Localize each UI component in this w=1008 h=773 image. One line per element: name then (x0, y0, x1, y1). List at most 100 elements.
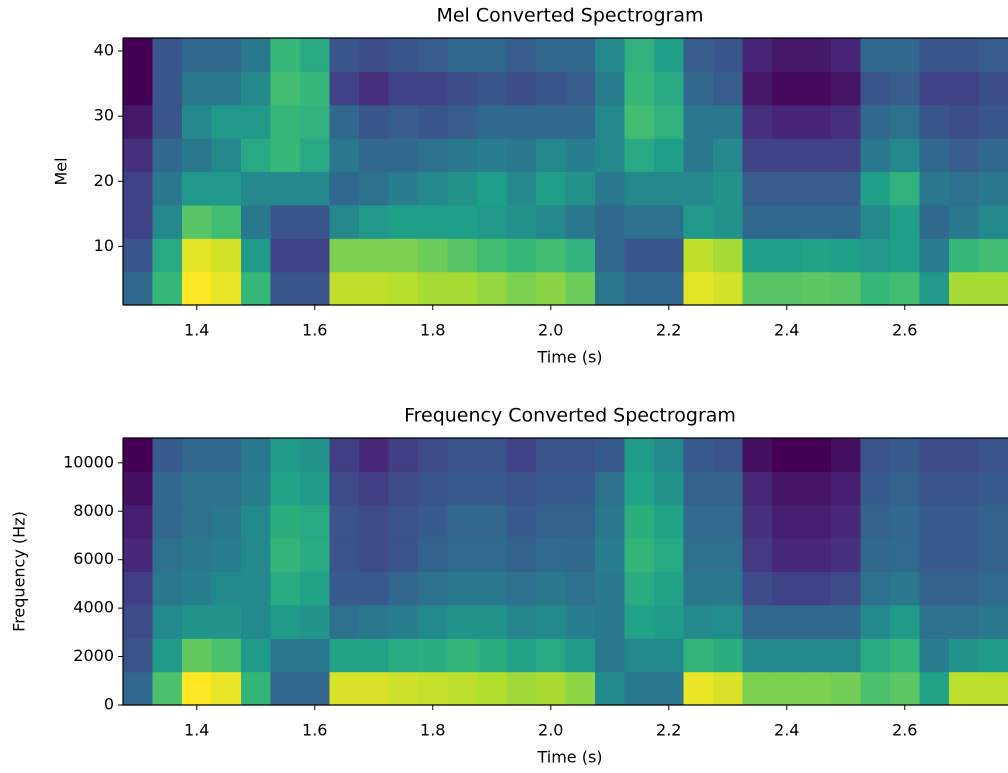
heatmap-cell (241, 71, 272, 106)
heatmap-cell (300, 638, 331, 673)
heatmap-cell (890, 238, 921, 273)
heatmap-cell (978, 604, 1008, 639)
heatmap-cell (713, 104, 744, 139)
heatmap-cell (565, 238, 596, 273)
heatmap-cell (654, 238, 685, 273)
heatmap-cell (300, 538, 331, 573)
heatmap-cell (388, 671, 419, 705)
heatmap-cell (772, 204, 803, 239)
heatmap-cell (595, 438, 626, 472)
heatmap-cell (477, 571, 508, 606)
heatmap-cell (447, 571, 478, 606)
heatmap-cell (123, 38, 154, 72)
x-tick-label: 2.4 (774, 721, 799, 740)
heatmap-cell (329, 238, 360, 273)
heatmap-cell (713, 438, 744, 472)
heatmap-cell (241, 238, 272, 273)
heatmap-cell (654, 638, 685, 673)
heatmap-cell (359, 671, 390, 705)
heatmap-cell (506, 638, 537, 673)
heatmap-cell (123, 438, 154, 472)
heatmap-cell (241, 438, 272, 472)
heatmap-cell (772, 571, 803, 606)
heatmap-cell (447, 171, 478, 206)
heatmap-cell (418, 538, 449, 573)
heatmap-cell (831, 504, 862, 539)
heatmap-cell (772, 538, 803, 573)
heatmap-cell (359, 471, 390, 506)
heatmap-cell (388, 204, 419, 239)
heatmap-cell (772, 471, 803, 506)
heatmap-cell (565, 671, 596, 705)
heatmap-cell (123, 638, 154, 673)
heatmap-cell (624, 138, 655, 173)
heatmap-cell (978, 638, 1008, 673)
heatmap-cell (624, 171, 655, 206)
heatmap-cell (624, 204, 655, 239)
heatmap-cell (329, 604, 360, 639)
heatmap-cell (241, 204, 272, 239)
heatmap-cell (978, 671, 1008, 705)
heatmap-cell (241, 171, 272, 206)
heatmap-cell (919, 271, 950, 305)
heatmap-cell (182, 438, 213, 472)
x-tick-label: 2.4 (774, 321, 799, 340)
heatmap-cell (418, 571, 449, 606)
heatmap-cell (536, 271, 567, 305)
heatmap-cell (772, 104, 803, 139)
heatmap-cell (477, 538, 508, 573)
heatmap-cell (831, 104, 862, 139)
heatmap-cell (388, 238, 419, 273)
heatmap-cell (654, 438, 685, 472)
heatmap-cell (949, 238, 980, 273)
heatmap-cell (919, 104, 950, 139)
y-tick-label: 10000 (63, 452, 114, 471)
heatmap-cell (418, 171, 449, 206)
heatmap-cell (654, 204, 685, 239)
x-tick-label: 2.0 (538, 321, 563, 340)
y-tick-label: 8000 (73, 501, 114, 520)
heatmap-cell (447, 638, 478, 673)
heatmap-cell (152, 71, 183, 106)
heatmap-cell (536, 571, 567, 606)
heatmap-cell (713, 504, 744, 539)
heatmap-cell (949, 438, 980, 472)
heatmap-cell (683, 38, 714, 72)
heatmap-cell (477, 238, 508, 273)
y-axis-label: Frequency (Hz) (10, 511, 29, 632)
heatmap-cell (683, 204, 714, 239)
heatmap-cell (565, 71, 596, 106)
heatmap-cell (890, 271, 921, 305)
heatmap-cell (182, 271, 213, 305)
heatmap-cell (595, 471, 626, 506)
heatmap-cell (152, 38, 183, 72)
heatmap-cell (654, 271, 685, 305)
heatmap-cell (329, 171, 360, 206)
heatmap-cell (831, 71, 862, 106)
heatmap-cell (300, 138, 331, 173)
heatmap-cell (801, 438, 832, 472)
heatmap-cell (506, 504, 537, 539)
heatmap-cell (683, 238, 714, 273)
heatmap-cell (211, 438, 242, 472)
y-tick-label: 6000 (73, 549, 114, 568)
heatmap-cell (329, 504, 360, 539)
heatmap-cell (388, 538, 419, 573)
heatmap-cell (300, 238, 331, 273)
heatmap-cell (536, 638, 567, 673)
heatmap-cell (329, 138, 360, 173)
heatmap-cell (359, 71, 390, 106)
heatmap-cell (506, 438, 537, 472)
chart-title: Mel Converted Spectrogram (436, 5, 703, 27)
heatmap-cell (595, 604, 626, 639)
heatmap-cell (860, 238, 891, 273)
heatmap-cell (683, 271, 714, 305)
heatmap-cell (919, 438, 950, 472)
heatmap-cell (890, 71, 921, 106)
heatmap-cell (270, 238, 301, 273)
heatmap-cell (890, 471, 921, 506)
heatmap-cell (565, 571, 596, 606)
heatmap-cell (477, 504, 508, 539)
heatmap-cell (418, 671, 449, 705)
heatmap-cell (978, 71, 1008, 106)
